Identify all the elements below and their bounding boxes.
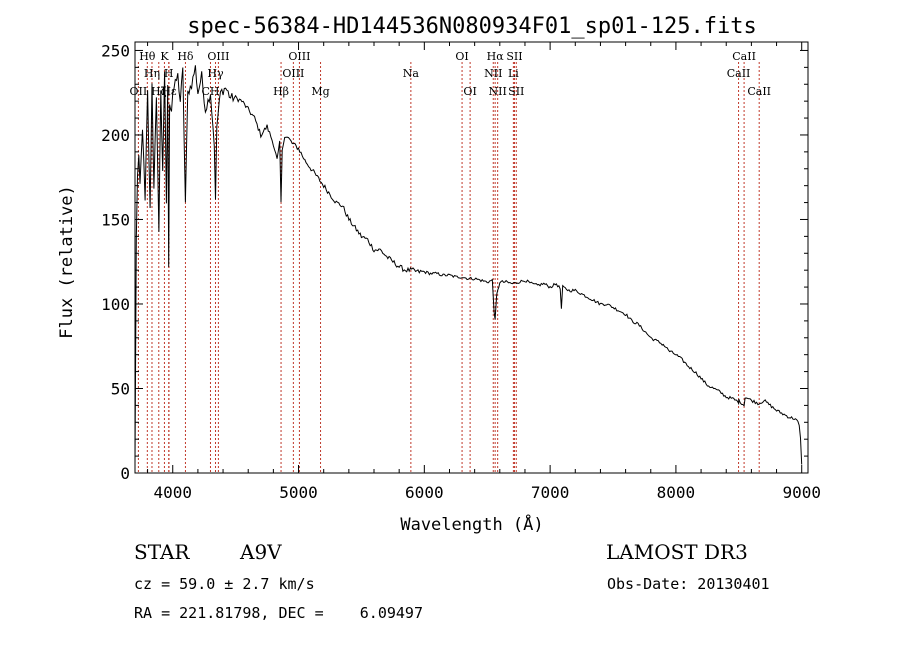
y-tick-label: 50: [111, 379, 130, 398]
spectral-line-label: Hα: [487, 50, 505, 63]
object-subclass: A9V: [240, 540, 282, 564]
spectral-line-label: Hζ: [151, 85, 167, 98]
x-tick-label: 7000: [531, 483, 570, 502]
spectral-line-label: OIII: [288, 50, 310, 63]
spectral-line-label: OIII: [207, 50, 229, 63]
x-tick-label: 6000: [405, 483, 444, 502]
spectrum-line: [134, 65, 803, 465]
y-axis-ticks: 0 50 100 150 200 250: [101, 41, 808, 483]
spectral-line-label: SII: [508, 85, 524, 98]
x-tick-label: 5000: [279, 483, 318, 502]
y-tick-label: 150: [101, 210, 130, 229]
x-axis-label: Wavelength (Å): [400, 513, 543, 535]
spectral-line-label: CH: [201, 85, 219, 98]
spectral-line-label: Hη: [144, 67, 160, 80]
spectral-line-label: K: [160, 50, 169, 63]
spectral-line-label: Mg: [311, 85, 329, 98]
spectral-line-label: OII: [130, 85, 148, 98]
spectral-line-label: H: [164, 67, 174, 80]
spectral-line-label: Na: [403, 67, 420, 80]
spectral-line-label: OIII: [282, 67, 304, 80]
x-tick-label: 8000: [657, 483, 696, 502]
x-tick-label: 9000: [782, 483, 821, 502]
spectral-line-label: Hγ: [207, 67, 224, 80]
x-tick-label: 4000: [153, 483, 192, 502]
object-class: STAR: [134, 540, 190, 564]
spectral-line-markers: [137, 62, 760, 473]
spectral-line-label: CaII: [732, 50, 756, 63]
observation-date: Obs-Date: 20130401: [607, 575, 770, 593]
spectral-line-label: Hθ: [139, 50, 156, 63]
spectral-line-label: CaII: [727, 67, 751, 80]
spectral-line-label: SII: [506, 50, 522, 63]
spectral-line-label: Hβ: [273, 85, 289, 98]
y-tick-label: 0: [120, 464, 130, 483]
spectral-line-label: OI: [463, 85, 476, 98]
spectral-line-label: CaII: [747, 85, 771, 98]
x-axis-ticks: 4000 5000 6000 7000 8000 9000: [147, 42, 821, 502]
spectral-line-label: Hδ: [177, 50, 194, 63]
plot-frame: [134, 41, 809, 474]
y-tick-label: 250: [101, 41, 130, 60]
spectral-line-label: NII: [489, 85, 507, 98]
redshift-value: cz = 59.0 ± 2.7 km/s: [134, 575, 315, 593]
spectral-line-label: Li: [508, 67, 519, 80]
y-tick-label: 100: [101, 295, 130, 314]
chart-title: spec-56384-HD144536N080934F01_sp01-125.f…: [187, 14, 757, 39]
y-axis-label: Flux (relative): [57, 185, 77, 339]
spectral-line-label: OI: [455, 50, 468, 63]
survey-name: LAMOST DR3: [606, 540, 748, 564]
coordinates: RA = 221.81798, DEC = 6.09497: [134, 604, 423, 622]
y-tick-label: 200: [101, 126, 130, 145]
spectral-line-label: NII: [484, 67, 502, 80]
